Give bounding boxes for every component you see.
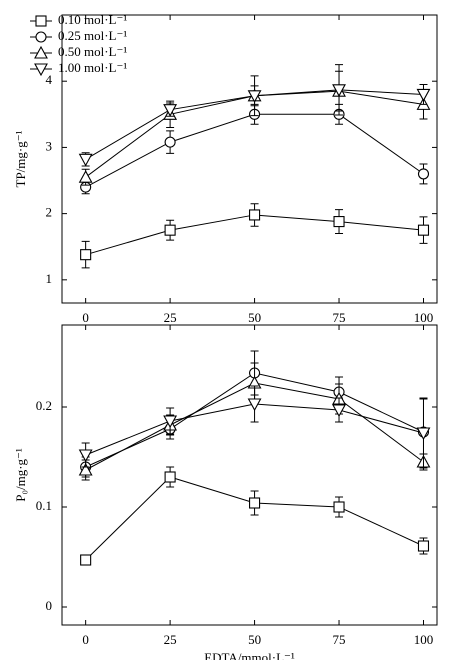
marker	[163, 104, 178, 117]
y-axis-label: P₀/mg·g⁻¹	[13, 448, 28, 502]
marker	[164, 136, 176, 148]
y-tick-label: 0.2	[36, 398, 52, 413]
marker	[35, 31, 47, 43]
marker	[164, 224, 176, 236]
marker	[333, 216, 345, 228]
legend-label: 0.10 mol·L⁻¹	[58, 12, 127, 27]
marker	[34, 45, 48, 59]
marker	[332, 404, 346, 418]
series	[80, 466, 430, 566]
y-tick-label: 2	[46, 205, 53, 220]
y-tick-label: 0	[46, 598, 53, 613]
x-tick-label: 25	[164, 310, 177, 325]
y-tick-label: 1	[46, 271, 53, 286]
marker	[163, 415, 178, 429]
y-tick-label: 4	[46, 72, 53, 87]
y-tick-label: 3	[46, 138, 53, 153]
x-tick-label: 0	[82, 632, 89, 647]
marker	[247, 398, 262, 412]
series	[78, 385, 431, 469]
marker	[417, 168, 430, 180]
marker	[78, 449, 93, 463]
y-axis-label: TP/mg·g⁻¹	[13, 130, 28, 187]
series	[78, 64, 431, 167]
series-line	[85, 476, 424, 561]
x-axis-label: EDTA/mmol·L⁻¹	[204, 650, 295, 660]
x-tick-label: 100	[414, 632, 434, 647]
x-tick-label: 25	[164, 632, 177, 647]
marker	[416, 88, 431, 102]
x-tick-label: 100	[414, 310, 434, 325]
y-tick-label: 0.1	[36, 498, 52, 513]
plot-frame	[61, 14, 438, 304]
marker	[249, 497, 261, 509]
marker	[80, 249, 92, 261]
marker	[416, 427, 431, 441]
x-tick-label: 75	[333, 632, 346, 647]
marker	[247, 90, 262, 103]
marker	[35, 15, 47, 27]
marker	[80, 554, 92, 566]
marker	[78, 462, 93, 476]
marker	[249, 209, 261, 221]
plot-frame	[61, 324, 438, 626]
x-tick-label: 0	[82, 310, 89, 325]
marker	[417, 224, 430, 236]
marker	[34, 63, 48, 77]
x-tick-label: 50	[248, 310, 261, 325]
series-line	[85, 113, 424, 188]
marker	[78, 153, 93, 167]
legend-label: 0.50 mol·L⁻¹	[58, 44, 127, 59]
marker	[332, 84, 346, 97]
x-tick-label: 75	[333, 310, 346, 325]
x-tick-label: 50	[248, 632, 261, 647]
marker	[333, 501, 345, 513]
marker	[78, 170, 93, 183]
marker	[417, 540, 430, 552]
series	[80, 103, 430, 195]
series	[80, 203, 430, 269]
legend-label: 1.00 mol·L⁻¹	[58, 60, 127, 75]
legend-label: 0.25 mol·L⁻¹	[58, 28, 127, 43]
marker	[164, 471, 176, 483]
